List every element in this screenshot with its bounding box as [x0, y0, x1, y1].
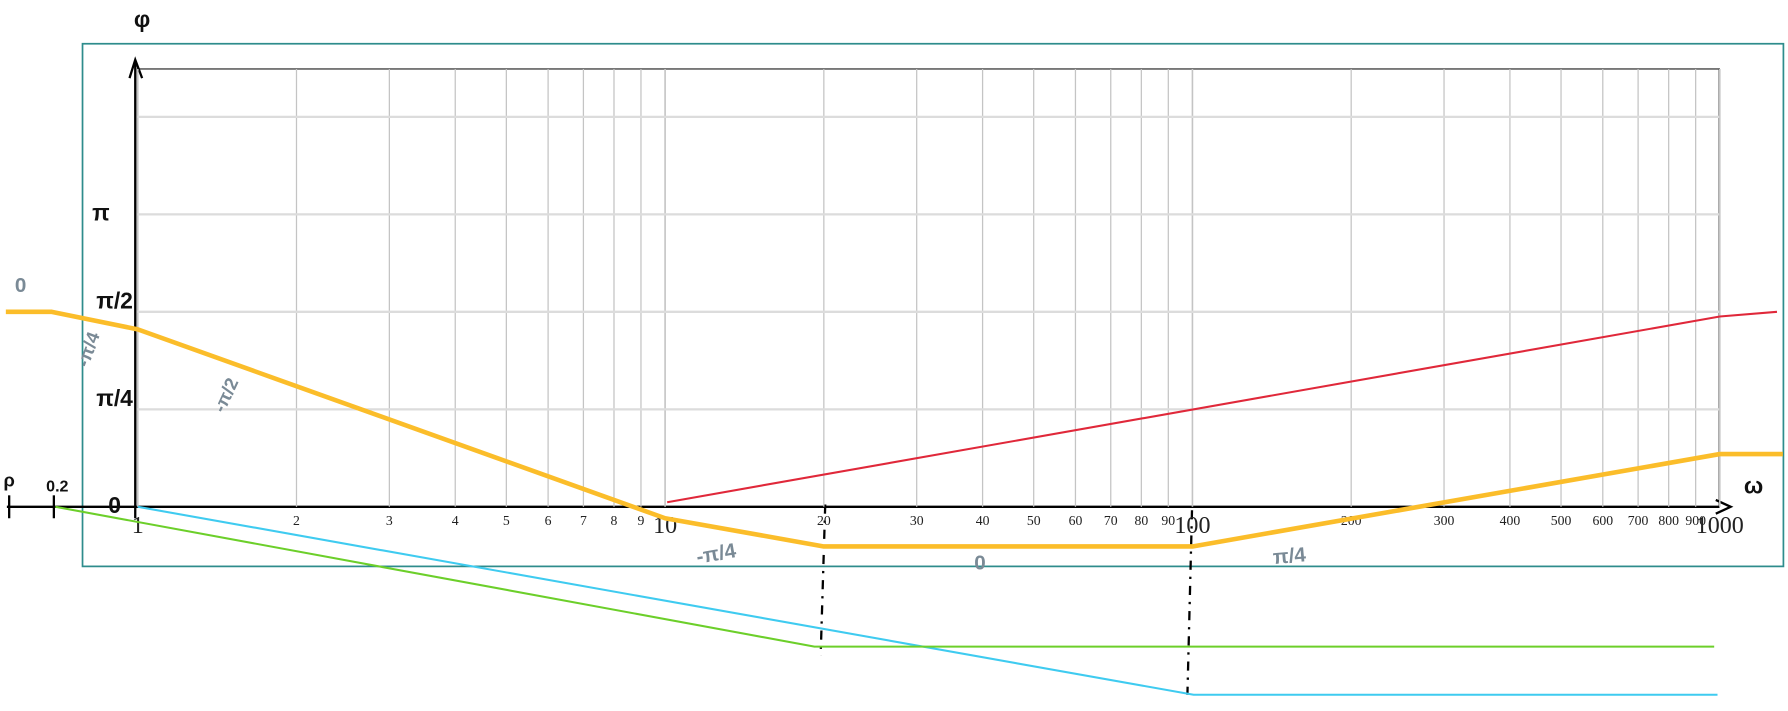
x-tick-label: 90 — [1161, 513, 1175, 528]
x-tick-label: 300 — [1434, 513, 1455, 528]
x-tick-label: 60 — [1069, 513, 1083, 528]
series-line — [5, 309, 1783, 549]
x-tick-label: 100 — [1174, 513, 1210, 539]
x-tick-label: 20 — [817, 513, 831, 528]
lines — [5, 309, 1783, 696]
x-tick-label: 500 — [1551, 513, 1572, 528]
annotation: π — [92, 200, 110, 226]
x-tick-label: 40 — [976, 513, 990, 528]
x-tick-label: 50 — [1027, 513, 1041, 528]
x-tick-label: 30 — [910, 513, 924, 528]
annotation: -π/4 — [695, 539, 739, 569]
annotation: 0 — [15, 274, 26, 297]
grid: 1 2 3 4 5 6 7 8 9 10 20 30 40 50 60 70 80 90 100 200 300 400 5… — [96, 68, 1744, 539]
x-tick-label: 900 — [1685, 513, 1706, 528]
x-tick-label: 8 — [611, 513, 618, 528]
annotation: 0 — [974, 552, 985, 575]
y-tick-label: π/2 — [96, 288, 133, 314]
x-tick-label: 6 — [545, 513, 552, 528]
x-tick-label: 700 — [1628, 513, 1649, 528]
x-tick-label: 70 — [1104, 513, 1118, 528]
x-tick-label: 600 — [1592, 513, 1613, 528]
x-axis-label: ω — [1744, 472, 1763, 498]
break-line — [819, 504, 827, 656]
annotation: -π/4 — [72, 328, 104, 369]
break-line — [1186, 510, 1194, 695]
x-tick-label: 800 — [1658, 513, 1679, 528]
annotation: 0.2 — [46, 478, 68, 496]
x-tick-label: 3 — [386, 513, 393, 528]
y-axis-label: φ — [134, 6, 150, 32]
x-arrow — [1715, 498, 1734, 515]
y-tick-label: 0 — [108, 492, 121, 518]
x-tick-label: 2 — [293, 513, 300, 528]
series-line — [137, 505, 1718, 696]
plot-area — [136, 68, 1720, 508]
frame — [81, 42, 1785, 568]
series-line — [55, 505, 1715, 648]
y-tick-label: π/4 — [96, 385, 133, 411]
annotation: ρ — [3, 469, 14, 490]
x-tick-label: 400 — [1500, 513, 1521, 528]
x-tick-label: 4 — [452, 513, 459, 528]
x-tick-label: 1000 — [1696, 513, 1744, 539]
y-arrow — [128, 56, 144, 79]
x-tick-label: 5 — [503, 513, 510, 528]
x-tick-label: 7 — [580, 513, 587, 528]
series-line — [666, 310, 1778, 504]
x-tick-label: 80 — [1134, 513, 1148, 528]
x-tick-label: 1 — [132, 513, 144, 539]
x-tick-label: 9 — [638, 513, 645, 528]
annotation: π/4 — [1272, 543, 1307, 569]
